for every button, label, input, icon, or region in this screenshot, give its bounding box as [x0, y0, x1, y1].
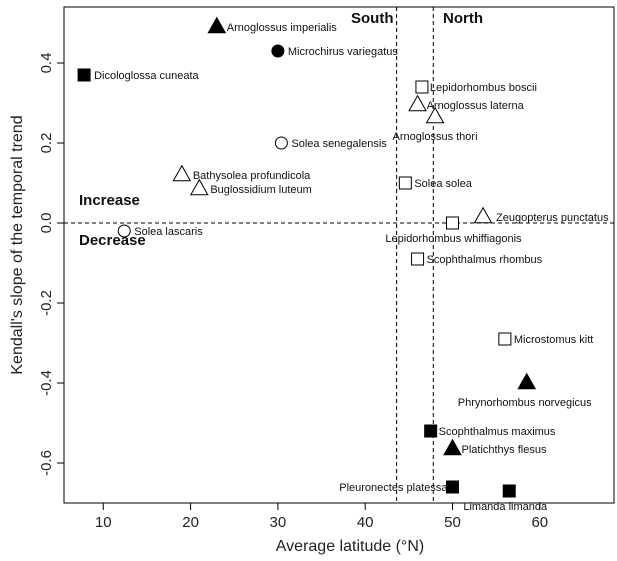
plot-frame	[63, 6, 615, 504]
point-square	[498, 332, 512, 346]
point-label: Solea senegalensis	[291, 138, 387, 150]
point-square	[77, 68, 91, 82]
point-label: Zeugopterus punctatus	[496, 212, 609, 224]
point-label: Platichthys flesus	[461, 444, 546, 456]
x-tick-label: 50	[444, 514, 461, 531]
point-label: Microchirus variegatus	[288, 46, 399, 58]
x-tick-label: 30	[270, 514, 287, 531]
y-tick-label: -0.4	[38, 370, 55, 396]
point-label: Lepidorhombus whiffiagonis	[385, 233, 522, 245]
x-tick-label: 10	[95, 514, 112, 531]
x-tick-label: 60	[531, 514, 548, 531]
point-label: Arnoglossus thori	[393, 131, 478, 143]
y-tick-label: -0.6	[38, 450, 55, 476]
increase-label: Increase	[79, 192, 140, 209]
point-label: Microstomus kitt	[514, 334, 593, 346]
point-triangle	[207, 16, 227, 34]
point-label: Lepidorhombus boscii	[430, 82, 537, 94]
point-circle	[274, 136, 288, 150]
y-tick-label: 0.2	[38, 133, 55, 154]
point-label: Phrynorhombus norvegicus	[458, 397, 592, 409]
point-square	[415, 80, 429, 94]
point-circle	[271, 44, 285, 58]
point-triangle	[408, 94, 427, 112]
point-circle	[117, 224, 131, 238]
point-triangle	[172, 164, 192, 182]
x-axis-title: Average latitude (°N)	[276, 538, 424, 555]
point-label: Arnoglossus imperialis	[227, 22, 338, 34]
point-label: Solea lascaris	[134, 226, 203, 238]
point-square	[445, 216, 459, 230]
decrease-label: Decrease	[79, 232, 146, 249]
point-square	[502, 484, 516, 498]
point-label: Bathysolea profundicola	[193, 170, 311, 182]
point-triangle	[425, 106, 445, 124]
point-square	[445, 480, 459, 494]
point-label: Scophthalmus maximus	[439, 426, 556, 438]
point-triangle	[517, 372, 537, 390]
y-axis-title: Kendall's slope of the temporal trend	[9, 115, 26, 374]
point-triangle	[473, 206, 493, 224]
y-tick-label: 0.0	[38, 213, 55, 234]
point-label: Scophthalmus rhombus	[427, 254, 543, 266]
x-tick-label: 40	[357, 514, 374, 531]
point-label: Pleuronectes platessa	[339, 482, 448, 494]
y-tick-label: 0.4	[38, 53, 55, 74]
point-label: Arnoglossus laterna	[427, 100, 525, 112]
y-tick-label: -0.2	[38, 290, 55, 316]
south-label: South	[351, 10, 394, 27]
point-label: Dicologlossa cuneata	[94, 70, 199, 82]
point-label: Limanda limanda	[463, 501, 548, 513]
point-triangle	[443, 438, 462, 456]
point-square	[398, 176, 412, 190]
point-triangle	[189, 178, 209, 196]
point-label: Solea solea	[414, 178, 472, 190]
point-square	[411, 252, 425, 266]
point-label: Buglossidium luteum	[210, 184, 311, 196]
point-square	[424, 424, 438, 438]
north-label: North	[443, 10, 483, 27]
x-tick-label: 20	[182, 514, 199, 531]
